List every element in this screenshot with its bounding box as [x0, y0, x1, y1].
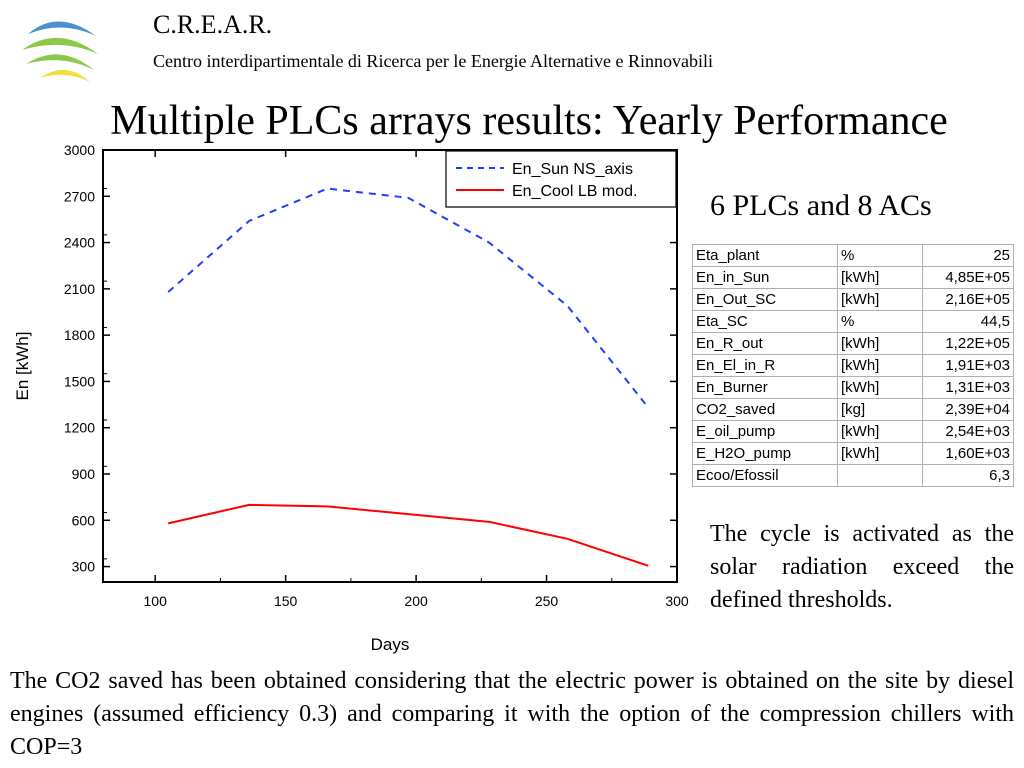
y-tick-label: 2700 — [64, 188, 95, 204]
param-name: Eta_SC — [692, 310, 838, 333]
x-tick-label: 100 — [144, 593, 168, 609]
param-unit — [837, 464, 923, 487]
series-line-en-sun — [167, 187, 650, 409]
param-name: Eta_plant — [692, 244, 838, 267]
param-value: 1,91E+03 — [922, 354, 1014, 377]
logo-arc-green-2 — [26, 54, 94, 70]
cycle-note: The cycle is activated as the solar radi… — [710, 521, 1014, 613]
param-value: 44,5 — [922, 310, 1014, 333]
y-tick-label: 900 — [72, 466, 96, 482]
energy-line-chart: 300 600 900 1200 1500 1800 2100 2400 2700 3000 100… — [13, 142, 689, 654]
param-unit: % — [837, 244, 923, 267]
table-caption: 6 PLCs and 8 ACs — [710, 189, 932, 222]
param-name: E_H2O_pump — [692, 442, 838, 465]
param-value: 1,60E+03 — [922, 442, 1014, 465]
results-table: Eta_plant% 25 En_in_Sun [kWh] 4,85E+05 En_Out… — [692, 244, 1014, 487]
logo-arc-blue — [28, 21, 96, 36]
table-row: E_oil_pump [kWh] 2,54E+03 — [692, 420, 1014, 443]
series-line-en-cool — [168, 503, 649, 567]
table-row: En_in_Sun [kWh] 4,85E+05 — [692, 266, 1014, 289]
param-name: En_Burner — [692, 376, 838, 399]
y-tick-label: 1200 — [64, 420, 95, 436]
y-tick-label: 2400 — [64, 235, 95, 251]
table-row: Ecoo/Efossil 6,3 — [692, 464, 1014, 487]
param-value: 25 — [922, 244, 1014, 267]
param-value: 2,39E+04 — [922, 398, 1014, 421]
x-tick-label: 150 — [274, 593, 298, 609]
y-tick-label: 2100 — [64, 281, 95, 297]
param-unit: [kWh] — [837, 288, 923, 311]
x-tick-label: 250 — [535, 593, 559, 609]
param-name: En_in_Sun — [692, 266, 838, 289]
table-row: Eta_plant% 25 — [692, 244, 1014, 267]
x-tick-label: 200 — [404, 593, 428, 609]
logo-arc-green — [22, 37, 98, 54]
param-name: CO2_saved — [692, 398, 838, 421]
param-unit: [kWh] — [837, 266, 923, 289]
param-unit: [kWh] — [837, 420, 923, 443]
param-value: 1,22E+05 — [922, 332, 1014, 355]
x-tick-label: 300 — [665, 593, 689, 609]
param-name: En_El_in_R — [692, 354, 838, 377]
table-row: CO2_saved [kg] 2,39E+04 — [692, 398, 1014, 421]
x-axis-label: Days — [371, 635, 410, 654]
legend-label: En_Sun NS_axis — [512, 161, 633, 178]
organization-name: C.R.E.A.R. — [153, 10, 273, 39]
y-tick-label: 1800 — [64, 327, 95, 343]
param-unit: [kWh] — [837, 376, 923, 399]
param-value: 2,16E+05 — [922, 288, 1014, 311]
y-tick-label: 1500 — [64, 373, 95, 389]
plot-frame — [102, 149, 678, 583]
param-value: 2,54E+03 — [922, 420, 1014, 443]
param-unit: [kWh] — [837, 332, 923, 355]
param-name: E_oil_pump — [692, 420, 838, 443]
co2-note: The CO2 saved has been obtained consider… — [10, 668, 1014, 760]
organization-full-name: Centro interdipartimentale di Ricerca pe… — [153, 51, 713, 71]
slide-title: Multiple PLCs arrays results: Yearly Per… — [110, 98, 948, 144]
legend-box — [445, 150, 677, 208]
param-unit: [kg] — [837, 398, 923, 421]
param-name: Ecoo/Efossil — [692, 464, 838, 487]
param-unit: % — [837, 310, 923, 333]
crear-logo — [22, 21, 98, 82]
param-value: 1,31E+03 — [922, 376, 1014, 399]
table-row: E_H2O_pump [kWh] 1,60E+03 — [692, 442, 1014, 465]
legend-label: En_Cool LB mod. — [512, 183, 637, 200]
table-row: Eta_SC% 44,5 — [692, 310, 1014, 333]
param-value: 6,3 — [922, 464, 1014, 487]
param-unit: [kWh] — [837, 442, 923, 465]
y-tick-label: 300 — [72, 559, 96, 575]
param-value: 4,85E+05 — [922, 266, 1014, 289]
param-unit: [kWh] — [837, 354, 923, 377]
logo-arc-yellow — [40, 69, 90, 82]
table-row: En_R_out [kWh] 1,22E+05 — [692, 332, 1014, 355]
param-name: En_R_out — [692, 332, 838, 355]
y-tick-label: 600 — [72, 512, 96, 528]
table-row: En_El_in_R [kWh] 1,91E+03 — [692, 354, 1014, 377]
table-row: En_Burner [kWh] 1,31E+03 — [692, 376, 1014, 399]
y-tick-label: 3000 — [64, 142, 95, 158]
y-axis-label: En [kWh] — [13, 332, 32, 401]
table-row: En_Out_SC [kWh] 2,16E+05 — [692, 288, 1014, 311]
param-name: En_Out_SC — [692, 288, 838, 311]
